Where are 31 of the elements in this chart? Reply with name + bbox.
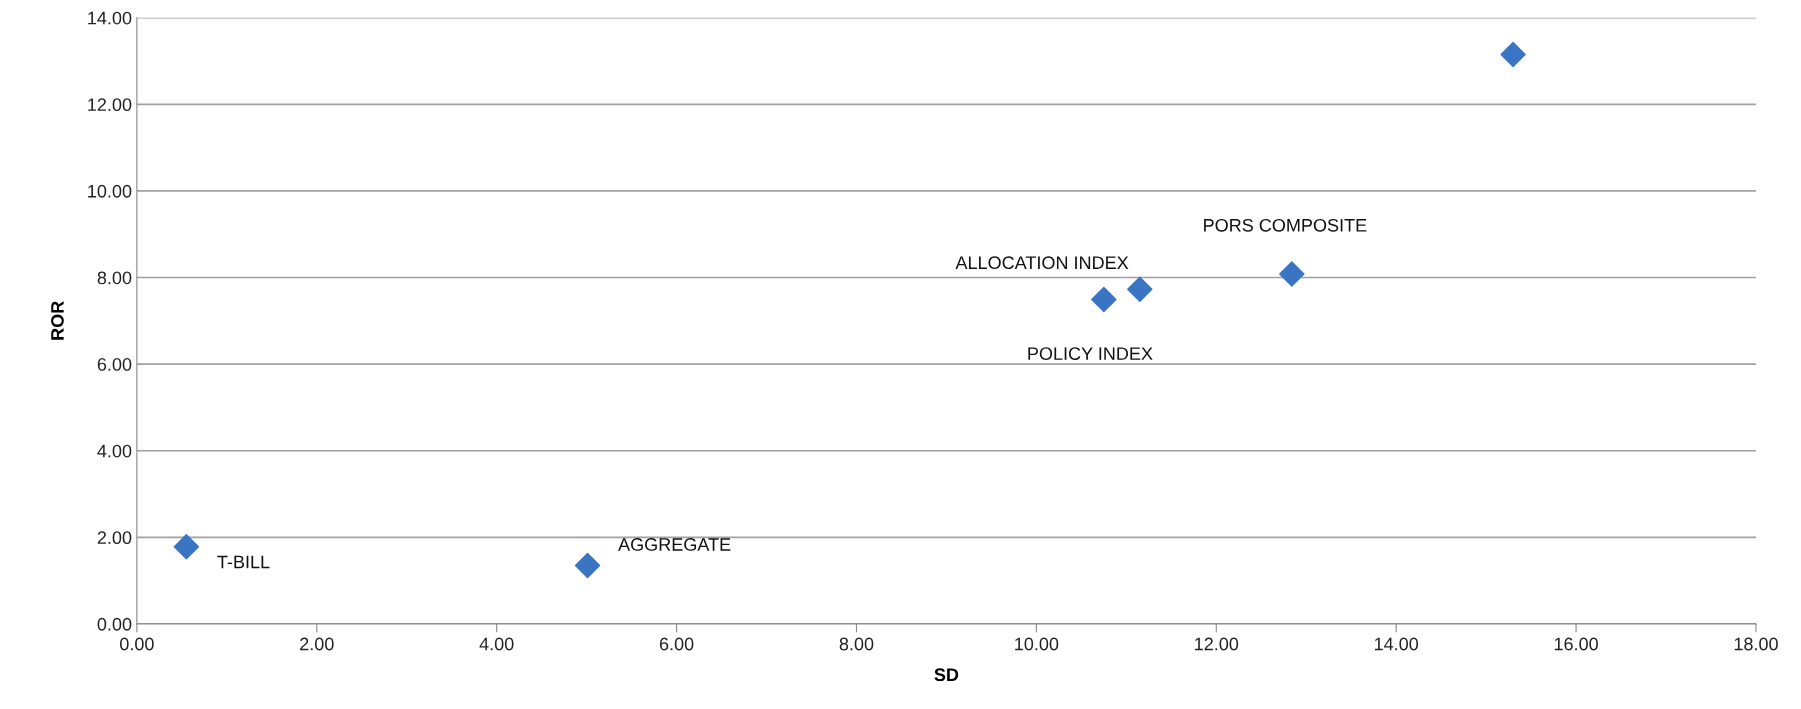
annotation: T-BILL xyxy=(217,555,270,569)
annotation: AGGREGATE xyxy=(618,538,731,551)
point xyxy=(1091,286,1117,313)
x-tick-label: 8.00 xyxy=(839,637,874,651)
point xyxy=(173,534,200,560)
annotation: POLICY INDEX xyxy=(1028,347,1153,361)
point xyxy=(1279,261,1305,287)
x-tick-label: 2.00 xyxy=(300,637,334,651)
x-tick-label: 10.00 xyxy=(1015,637,1059,651)
point xyxy=(1500,41,1526,68)
annotation: PORS COMPOSITE xyxy=(1204,218,1367,232)
y-tick-label: 8.00 xyxy=(97,271,132,285)
y-tick-label: 2.00 xyxy=(97,531,132,545)
x-tick-label: 4.00 xyxy=(479,637,514,651)
x-tick-label: 14.00 xyxy=(1374,637,1419,651)
x-tick-label: 6.00 xyxy=(659,637,694,651)
y-tick-label: 14.00 xyxy=(88,11,132,25)
x-tick-label: 18.00 xyxy=(1734,637,1778,651)
annotation: ALLOCATION INDEX xyxy=(955,256,1129,270)
y-tick-label: 4.00 xyxy=(97,444,132,458)
y-tick-label: 10.00 xyxy=(88,184,132,198)
y-tick-label: 0.00 xyxy=(97,617,132,631)
x-tick-label: 12.00 xyxy=(1195,637,1239,651)
x-axis-title: SD xyxy=(934,668,959,682)
x-tick-label: 0.00 xyxy=(120,637,154,651)
y-tick-label: 12.00 xyxy=(88,98,132,112)
y-axis-title: ROR xyxy=(51,301,64,340)
point xyxy=(1127,276,1153,302)
point xyxy=(574,552,601,579)
y-tick-label: 6.00 xyxy=(97,358,132,371)
x-tick-label: 16.00 xyxy=(1554,637,1598,651)
